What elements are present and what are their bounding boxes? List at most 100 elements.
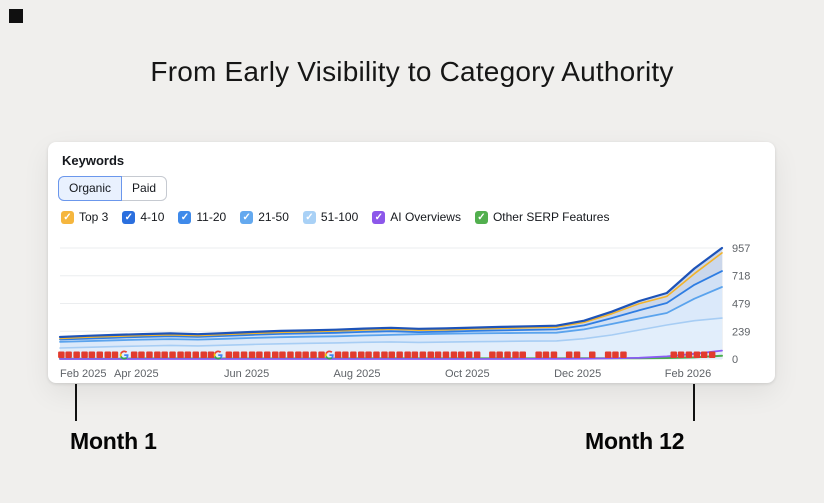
note-marker[interactable] <box>88 351 96 359</box>
series-line-4-10 <box>58 246 724 339</box>
note-marker[interactable] <box>248 351 256 359</box>
note-marker[interactable] <box>318 351 325 359</box>
note-marker[interactable] <box>65 351 72 359</box>
note-marker[interactable] <box>404 351 411 359</box>
note-marker[interactable] <box>450 351 458 359</box>
note-marker[interactable] <box>535 351 542 359</box>
note-marker[interactable] <box>225 351 233 359</box>
note-marker[interactable] <box>473 351 481 359</box>
series-line-51-100 <box>59 317 723 349</box>
note-marker[interactable] <box>240 351 248 359</box>
legend-label: 21-50 <box>258 210 289 224</box>
legend-item-4-10[interactable]: ✓ 4-10 <box>122 210 164 224</box>
note-marker[interactable] <box>111 351 119 359</box>
note-marker[interactable] <box>685 351 693 359</box>
note-marker[interactable] <box>542 351 550 359</box>
legend-item-top-3[interactable]: ✓ Top 3 <box>61 210 108 224</box>
note-marker[interactable] <box>458 351 465 359</box>
google-update-icon[interactable] <box>119 350 129 360</box>
note-marker[interactable] <box>256 351 263 359</box>
legend-item-51-100[interactable]: ✓ 51-100 <box>302 210 358 224</box>
note-marker[interactable] <box>200 351 208 359</box>
tab-paid[interactable]: Paid <box>121 176 168 201</box>
note-marker[interactable] <box>104 351 112 359</box>
checkbox-checked-icon[interactable]: ✓ <box>372 210 386 224</box>
tab-organic[interactable]: Organic <box>58 176 123 201</box>
note-marker[interactable] <box>465 351 473 359</box>
note-marker[interactable] <box>130 351 138 359</box>
note-marker[interactable] <box>373 351 380 359</box>
note-marker[interactable] <box>512 351 519 359</box>
note-marker[interactable] <box>693 351 701 359</box>
keywords-card: Keywords Organic Paid ✓ Top 3 ✓ 4-10 ✓ 11-20 ✓… <box>48 142 775 383</box>
google-g-segment <box>218 354 223 359</box>
note-marker[interactable] <box>550 351 558 359</box>
google-update-icon[interactable] <box>213 350 223 360</box>
legend-item-11-20[interactable]: ✓ 11-20 <box>178 210 226 224</box>
note-marker[interactable] <box>232 351 240 359</box>
note-marker[interactable] <box>519 351 527 359</box>
note-marker[interactable] <box>73 351 80 359</box>
note-marker[interactable] <box>192 351 200 359</box>
legend-item-ai-overviews[interactable]: ✓ AI Overviews <box>372 210 461 224</box>
note-marker[interactable] <box>620 351 627 359</box>
note-marker[interactable] <box>381 351 388 359</box>
note-marker[interactable] <box>411 351 419 359</box>
note-marker[interactable] <box>670 351 678 359</box>
y-axis-label: 239 <box>732 326 750 338</box>
note-marker[interactable] <box>279 351 286 359</box>
note-marker[interactable] <box>612 351 619 359</box>
note-marker[interactable] <box>81 351 88 359</box>
legend-item-21-50[interactable]: ✓ 21-50 <box>240 210 289 224</box>
x-axis-label: Aug 2025 <box>333 368 380 380</box>
note-marker[interactable] <box>342 351 349 359</box>
note-marker[interactable] <box>358 351 365 359</box>
checkbox-checked-icon[interactable]: ✓ <box>61 210 74 224</box>
note-marker[interactable] <box>96 351 104 359</box>
note-marker[interactable] <box>589 351 596 359</box>
note-marker[interactable] <box>58 351 65 359</box>
note-marker[interactable] <box>207 351 215 359</box>
note-marker[interactable] <box>565 351 573 359</box>
note-marker[interactable] <box>161 351 168 359</box>
note-marker[interactable] <box>365 351 372 359</box>
note-marker[interactable] <box>442 351 450 359</box>
note-marker[interactable] <box>504 351 511 359</box>
chart-legend: ✓ Top 3 ✓ 4-10 ✓ 11-20 ✓ 21-50 ✓ 51-100 ✓ AI Overvi… <box>61 210 609 224</box>
checkbox-checked-icon[interactable]: ✓ <box>474 210 488 224</box>
note-marker[interactable] <box>264 351 271 359</box>
checkbox-checked-icon[interactable]: ✓ <box>178 210 192 224</box>
note-marker[interactable] <box>287 351 294 359</box>
note-marker[interactable] <box>573 351 581 359</box>
note-marker[interactable] <box>138 351 145 359</box>
note-marker[interactable] <box>302 351 309 359</box>
note-marker[interactable] <box>295 351 302 359</box>
note-marker[interactable] <box>184 351 192 359</box>
note-marker[interactable] <box>310 351 317 359</box>
google-update-icon[interactable] <box>324 350 334 360</box>
note-marker[interactable] <box>272 351 279 359</box>
note-marker[interactable] <box>350 351 357 359</box>
legend-label: AI Overviews <box>390 210 461 224</box>
checkbox-checked-icon[interactable]: ✓ <box>302 210 316 224</box>
note-marker[interactable] <box>677 351 685 359</box>
note-marker[interactable] <box>388 351 396 359</box>
note-marker[interactable] <box>700 351 708 359</box>
note-marker[interactable] <box>154 351 161 359</box>
note-marker[interactable] <box>496 351 503 359</box>
checkbox-checked-icon[interactable]: ✓ <box>240 210 254 224</box>
note-marker[interactable] <box>334 351 342 359</box>
checkbox-checked-icon[interactable]: ✓ <box>122 210 136 224</box>
note-marker[interactable] <box>427 351 435 359</box>
legend-item-other-serp-features[interactable]: ✓ Other SERP Features <box>474 210 609 224</box>
note-marker[interactable] <box>169 351 176 359</box>
note-marker[interactable] <box>434 351 442 359</box>
note-marker[interactable] <box>146 351 153 359</box>
y-axis-label: 957 <box>732 243 750 255</box>
note-marker[interactable] <box>604 351 612 359</box>
note-marker[interactable] <box>177 351 184 359</box>
note-marker[interactable] <box>396 351 403 359</box>
note-marker[interactable] <box>419 351 427 359</box>
note-marker[interactable] <box>708 351 716 359</box>
note-marker[interactable] <box>489 351 496 359</box>
